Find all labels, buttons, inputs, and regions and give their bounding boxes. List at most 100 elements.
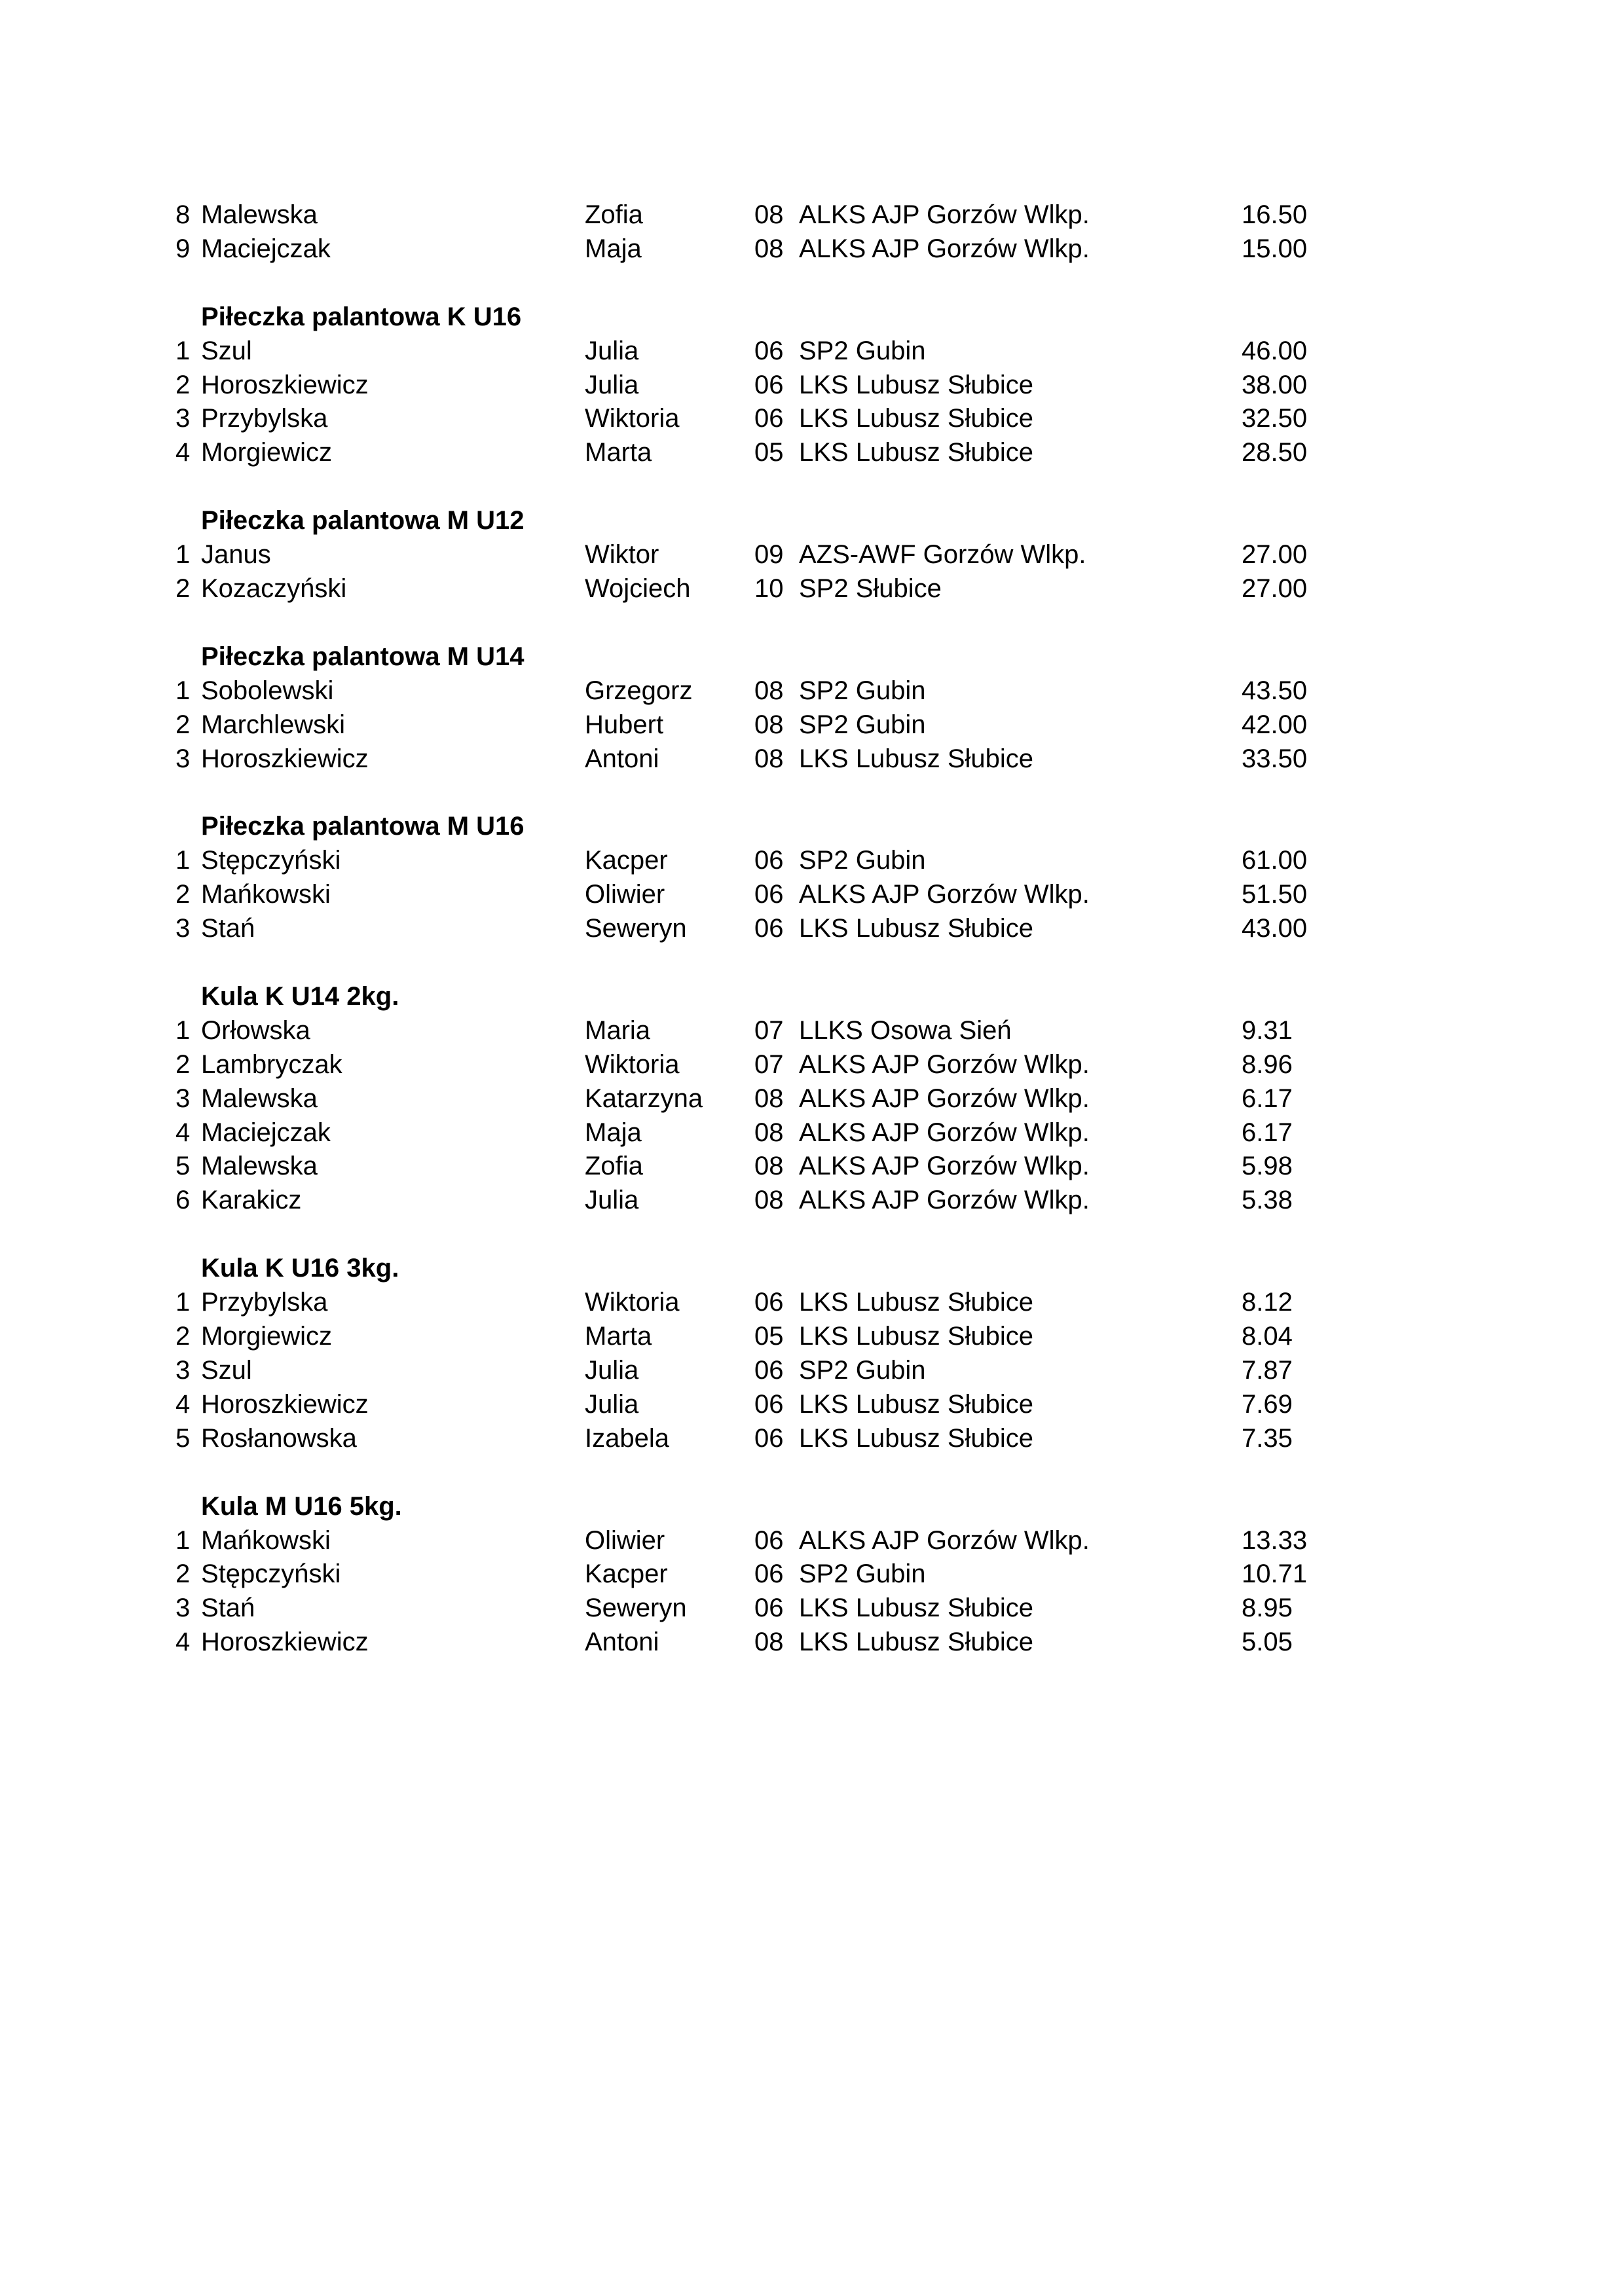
result-row: 3 Szul Julia 06 SP2 Gubin 7.87 bbox=[0, 1354, 1624, 1388]
place: 1 bbox=[175, 1015, 191, 1045]
place: 2 bbox=[175, 1049, 191, 1079]
section-title: Kula K U14 2kg. bbox=[201, 982, 399, 1011]
section-title: Piłeczka palantowa M U16 bbox=[201, 812, 525, 841]
birth-year: 06 bbox=[754, 846, 784, 875]
club: ALKS AJP Gorzów Wlkp. bbox=[799, 880, 1090, 909]
result-row: 3 Stań Seweryn 06 LKS Lubusz Słubice 43.00 bbox=[0, 912, 1624, 946]
result-row: 2 Morgiewicz Marta 05 LKS Lubusz Słubice 8.04 bbox=[0, 1320, 1624, 1354]
first-name: Grzegorz bbox=[585, 676, 693, 705]
first-name: Julia bbox=[585, 370, 639, 399]
first-name: Zofia bbox=[585, 1152, 643, 1181]
club: ALKS AJP Gorzów Wlkp. bbox=[799, 1049, 1090, 1079]
surname: Janus bbox=[201, 540, 271, 570]
result-row: 4 Morgiewicz Marta 05 LKS Lubusz Słubice 28.5… bbox=[0, 436, 1624, 470]
birth-year: 08 bbox=[754, 676, 784, 705]
result: 6.17 bbox=[1242, 1118, 1293, 1147]
club: ALKS AJP Gorzów Wlkp. bbox=[799, 1152, 1090, 1181]
birth-year: 08 bbox=[754, 1084, 784, 1113]
club: ALKS AJP Gorzów Wlkp. bbox=[799, 1118, 1090, 1147]
first-name: Wiktor bbox=[585, 540, 659, 570]
results-section: Piłeczka palantowa M U14 1 Sobolewski Grzeg… bbox=[0, 640, 1624, 776]
birth-year: 08 bbox=[754, 234, 784, 263]
result-row: 2 Horoszkiewicz Julia 06 LKS Lubusz Słubice 3… bbox=[0, 369, 1624, 403]
result: 27.00 bbox=[1242, 540, 1308, 570]
surname: Mańkowski bbox=[201, 1525, 331, 1555]
result-row: 4 Maciejczak Maja 08 ALKS AJP Gorzów Wlkp. 6.… bbox=[0, 1116, 1624, 1150]
first-name: Julia bbox=[585, 1389, 639, 1419]
first-name: Julia bbox=[585, 1186, 639, 1215]
first-name: Hubert bbox=[585, 710, 664, 739]
surname: Morgiewicz bbox=[201, 1322, 333, 1351]
result: 61.00 bbox=[1242, 846, 1308, 875]
result: 32.50 bbox=[1242, 404, 1308, 433]
club: LKS Lubusz Słubice bbox=[799, 1628, 1034, 1657]
birth-year: 08 bbox=[754, 200, 784, 229]
surname: Lambryczak bbox=[201, 1049, 342, 1079]
results-section: Piłeczka palantowa K U16 1 Szul Julia 06 SP2 … bbox=[0, 301, 1624, 470]
results-list: 8 Malewska Zofia 08 ALKS AJP Gorzów Wlkp. 16.… bbox=[0, 198, 1624, 1660]
result: 51.50 bbox=[1242, 880, 1308, 909]
place: 8 bbox=[175, 200, 191, 229]
birth-year: 06 bbox=[754, 370, 784, 399]
result-row: 2 Mańkowski Oliwier 06 ALKS AJP Gorzów Wlkp.… bbox=[0, 878, 1624, 912]
birth-year: 08 bbox=[754, 1152, 784, 1181]
place: 2 bbox=[175, 574, 191, 604]
surname: Maciejczak bbox=[201, 234, 331, 263]
result: 7.87 bbox=[1242, 1355, 1293, 1385]
club: LKS Lubusz Słubice bbox=[799, 404, 1034, 433]
section-title: Kula M U16 5kg. bbox=[201, 1491, 402, 1521]
birth-year: 06 bbox=[754, 1525, 784, 1555]
club: LKS Lubusz Słubice bbox=[799, 1594, 1034, 1623]
result: 16.50 bbox=[1242, 200, 1308, 229]
club: SP2 Gubin bbox=[799, 1355, 926, 1385]
result: 7.35 bbox=[1242, 1423, 1293, 1453]
surname: Morgiewicz bbox=[201, 438, 333, 467]
club: SP2 Gubin bbox=[799, 846, 926, 875]
results-section: 8 Malewska Zofia 08 ALKS AJP Gorzów Wlkp. 16.… bbox=[0, 198, 1624, 266]
place: 1 bbox=[175, 336, 191, 365]
surname: Malewska bbox=[201, 1084, 318, 1113]
result-row: 5 Malewska Zofia 08 ALKS AJP Gorzów Wlkp. 5.9… bbox=[0, 1150, 1624, 1184]
result: 38.00 bbox=[1242, 370, 1308, 399]
result-row: 1 Sobolewski Grzegorz 08 SP2 Gubin 43.50 bbox=[0, 674, 1624, 708]
surname: Stań bbox=[201, 914, 255, 943]
club: ALKS AJP Gorzów Wlkp. bbox=[799, 200, 1090, 229]
first-name: Zofia bbox=[585, 200, 643, 229]
result-row: 1 Przybylska Wiktoria 06 LKS Lubusz Słubice 8… bbox=[0, 1286, 1624, 1320]
surname: Horoszkiewicz bbox=[201, 744, 369, 773]
result-row: 1 Janus Wiktor 09 AZS-AWF Gorzów Wlkp. 27.00 bbox=[0, 538, 1624, 572]
first-name: Maja bbox=[585, 1118, 642, 1147]
surname: Horoszkiewicz bbox=[201, 370, 369, 399]
result-row: 1 Stępczyński Kacper 06 SP2 Gubin 61.00 bbox=[0, 844, 1624, 878]
place: 3 bbox=[175, 1084, 191, 1113]
surname: Stępczyński bbox=[201, 846, 341, 875]
result-row: 8 Malewska Zofia 08 ALKS AJP Gorzów Wlkp. 16.… bbox=[0, 198, 1624, 232]
club: LKS Lubusz Słubice bbox=[799, 914, 1034, 943]
club: ALKS AJP Gorzów Wlkp. bbox=[799, 1084, 1090, 1113]
birth-year: 08 bbox=[754, 710, 784, 739]
birth-year: 07 bbox=[754, 1015, 784, 1045]
result-row: 2 Stępczyński Kacper 06 SP2 Gubin 10.71 bbox=[0, 1558, 1624, 1592]
place: 1 bbox=[175, 540, 191, 570]
results-section: Piłeczka palantowa M U12 1 Janus Wiktor 09 AZ… bbox=[0, 504, 1624, 606]
first-name: Oliwier bbox=[585, 880, 665, 909]
section-header-line: Piłeczka palantowa M U14 bbox=[0, 640, 1624, 674]
club: ALKS AJP Gorzów Wlkp. bbox=[799, 234, 1090, 263]
surname: Orłowska bbox=[201, 1015, 310, 1045]
surname: Rosłanowska bbox=[201, 1423, 357, 1453]
surname: Karakicz bbox=[201, 1186, 302, 1215]
section-header-line: Kula K U14 2kg. bbox=[0, 980, 1624, 1014]
result: 42.00 bbox=[1242, 710, 1308, 739]
birth-year: 06 bbox=[754, 1594, 784, 1623]
birth-year: 08 bbox=[754, 1628, 784, 1657]
place: 4 bbox=[175, 1118, 191, 1147]
birth-year: 06 bbox=[754, 1423, 784, 1453]
first-name: Seweryn bbox=[585, 1594, 687, 1623]
birth-year: 06 bbox=[754, 880, 784, 909]
club: LKS Lubusz Słubice bbox=[799, 370, 1034, 399]
result-row: 3 Stań Seweryn 06 LKS Lubusz Słubice 8.95 bbox=[0, 1592, 1624, 1626]
place: 2 bbox=[175, 710, 191, 739]
club: SP2 Gubin bbox=[799, 336, 926, 365]
club: LKS Lubusz Słubice bbox=[799, 438, 1034, 467]
birth-year: 08 bbox=[754, 1118, 784, 1147]
